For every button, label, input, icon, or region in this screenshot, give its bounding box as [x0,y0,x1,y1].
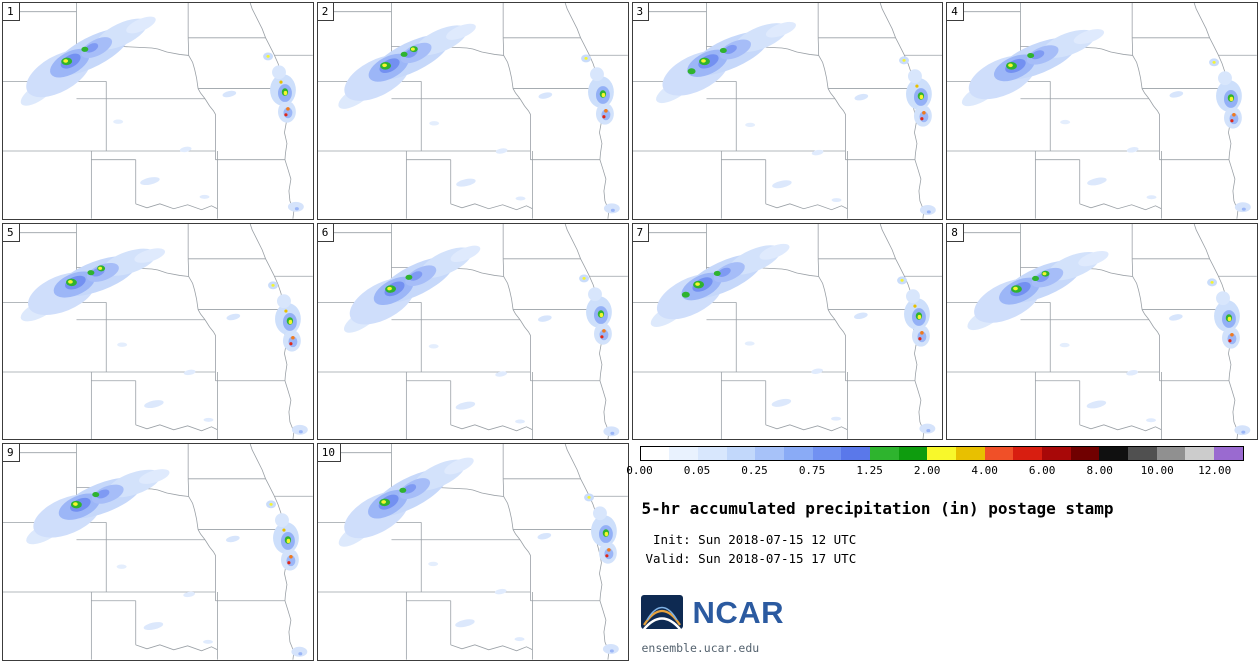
forecast-panel[interactable]: 4 [946,2,1258,220]
forecast-panel[interactable]: 6 [316,222,629,441]
colorbar-tick: 8.00 [1086,464,1113,478]
member-number-label: 2 [317,3,335,21]
precipitation-map [317,3,628,219]
run-metadata: Init: Sun 2018-07-15 12 UTC Valid: Sun 2… [646,531,857,569]
colorbar-gradient [639,446,1244,462]
colorbar-segment [669,447,698,461]
colorbar-segment [1156,447,1186,461]
member-number-label: 7 [632,223,650,242]
colorbar-segment [755,447,784,461]
colorbar-tick: 0.25 [741,464,768,478]
member-number-label: 10 [317,444,341,463]
forecast-panel[interactable]: 1 [2,2,314,220]
ncar-wordmark: NCAR [692,595,785,631]
colorbar-tick: 0.75 [798,464,826,478]
valid-time: Valid: Sun 2018-07-15 17 UTC [645,551,857,567]
init-time: Init: Sun 2018-07-15 12 UTC [645,532,857,548]
legend-area: 0.00 0.05 0.25 0.75 1.25 2.00 4.00 6.00 8.00 10.0… [626,443,1258,661]
colorbar-tick: 12.00 [1198,464,1232,478]
colorbar-tick: 0.00 [626,464,653,478]
precipitation-map [947,223,1257,440]
precipitation-map [632,3,943,219]
colorbar-tick: 2.00 [913,464,941,478]
colorbar-segment [812,447,842,461]
colorbar-segment [927,447,956,461]
precipitation-map [3,444,313,660]
ncar-logo-icon [640,595,683,630]
colorbar-segment [955,447,985,461]
colorbar-segment [869,447,899,461]
forecast-panel[interactable]: 10 [316,443,629,661]
member-number-label: 1 [3,3,20,21]
colorbar-segment [898,447,928,461]
member-number-label: 4 [947,3,964,21]
member-number-label: 5 [3,223,20,242]
precipitation-map [947,3,1257,219]
member-number-label: 8 [947,223,964,242]
colorbar-segment [1041,447,1071,461]
colorbar-segment [640,447,670,461]
colorbar-segment [726,447,756,461]
member-number-label: 3 [632,3,650,21]
forecast-panel[interactable]: 9 [2,443,314,661]
precipitation-map [632,223,943,440]
forecast-panel[interactable]: 3 [631,2,944,220]
colorbar-segment [1070,447,1100,461]
colorbar-tick: 10.00 [1140,464,1174,478]
colorbar: 0.00 0.05 0.25 0.75 1.25 2.00 4.00 6.00 8.00 10.0… [626,446,1244,478]
colorbar-segment [783,447,813,461]
colorbar-segment [1099,447,1128,461]
colorbar-segment [984,447,1014,461]
colorbar-tick-labels: 0.00 0.05 0.25 0.75 1.25 2.00 4.00 6.00 8.00 10.0… [626,461,1244,478]
colorbar-tick: 4.00 [971,464,998,478]
forecast-panel[interactable]: 8 [946,222,1258,441]
colorbar-segment [1013,447,1042,461]
colorbar-segment [697,447,727,461]
colorbar-tick: 0.05 [683,464,711,478]
colorbar-segment [841,447,870,461]
member-number-label: 9 [3,444,20,463]
forecast-panel[interactable]: 2 [316,2,629,220]
precipitation-map [3,223,313,440]
colorbar-segment [1185,447,1214,461]
branding: NCAR [640,593,785,633]
precipitation-map [317,444,628,660]
colorbar-segment [1213,447,1243,461]
forecast-panel[interactable]: 5 [2,222,314,441]
figure-title: 5-hr accumulated precipitation (in) post… [641,499,1114,519]
colorbar-tick: 6.00 [1028,464,1056,478]
precipitation-map [3,3,313,219]
colorbar-segment [1127,447,1157,461]
forecast-panel[interactable]: 7 [631,222,944,441]
site-url: ensemble.ucar.edu [641,641,760,656]
colorbar-tick: 1.25 [856,464,883,478]
member-number-label: 6 [317,223,335,242]
precipitation-map [317,223,628,440]
